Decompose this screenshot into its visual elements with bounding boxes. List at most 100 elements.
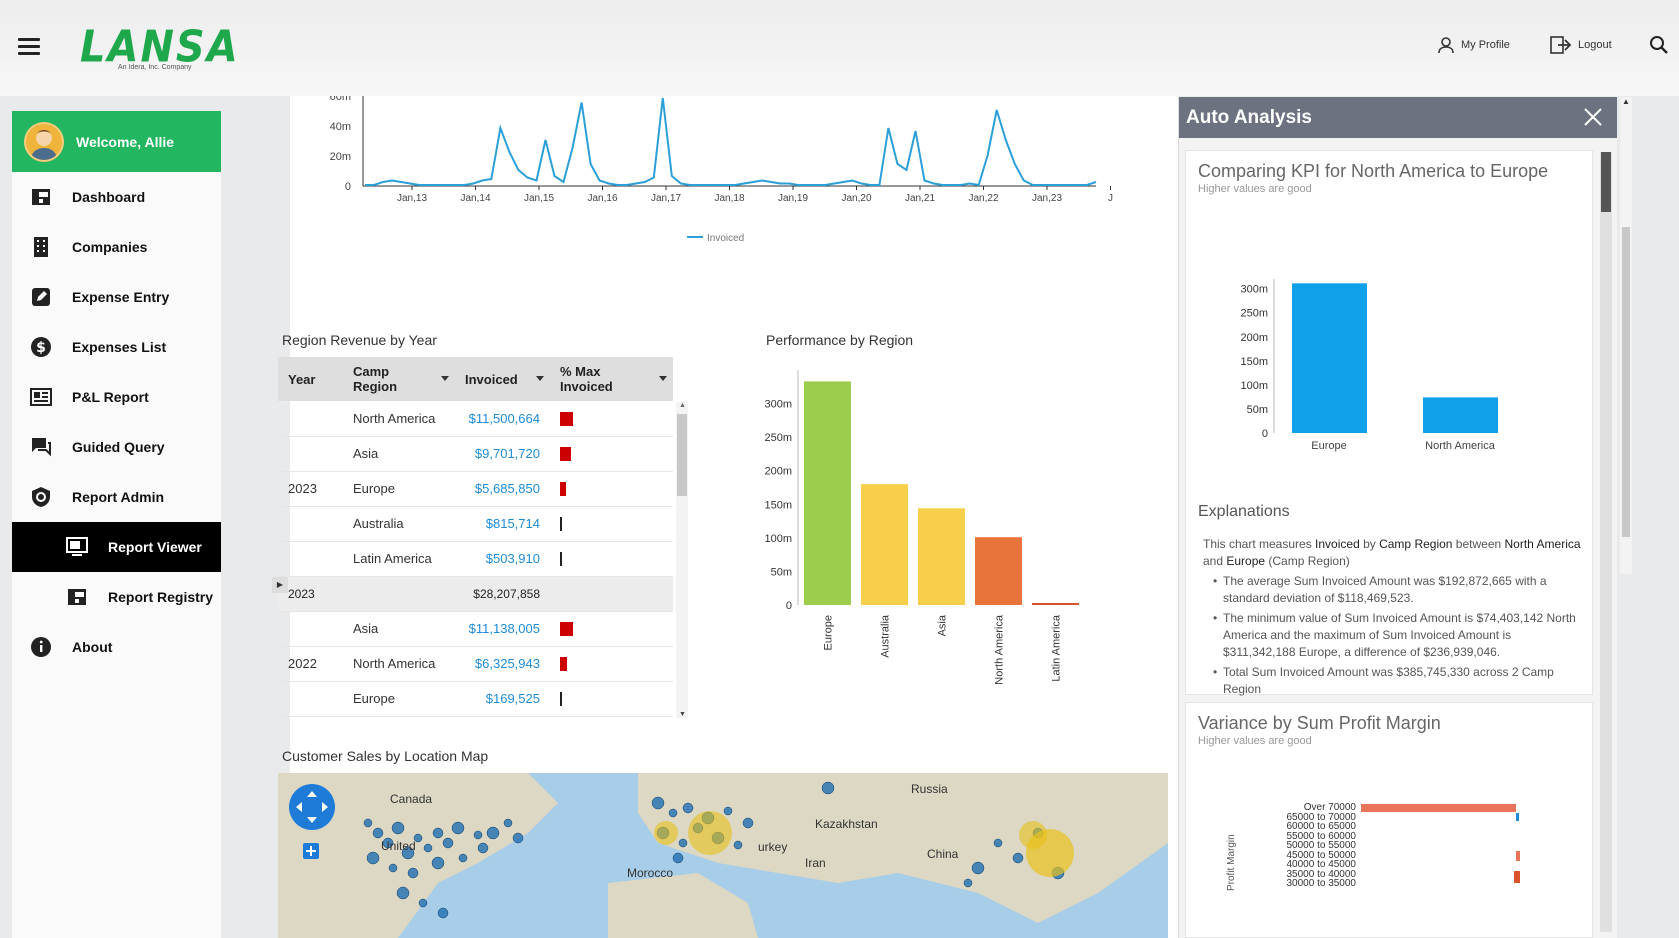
- sales-marker[interactable]: [503, 818, 513, 828]
- scroll-up-icon[interactable]: ▲: [679, 402, 686, 409]
- sales-marker[interactable]: [963, 878, 973, 888]
- sidebar-item-report-viewer[interactable]: Report Viewer: [12, 522, 221, 572]
- sidebar-item-companies[interactable]: Companies: [12, 222, 221, 272]
- scroll-down-icon[interactable]: ▼: [679, 711, 686, 718]
- outer-scrollbar[interactable]: ▲: [1620, 97, 1632, 574]
- col-year[interactable]: Year: [278, 357, 343, 401]
- sales-marker[interactable]: [458, 853, 468, 863]
- sales-marker[interactable]: [396, 886, 410, 900]
- map-place-label: Kazakhstan: [815, 817, 878, 831]
- search-icon[interactable]: [1649, 35, 1669, 55]
- table-scrollbar-thumb[interactable]: [677, 414, 687, 496]
- sales-marker[interactable]: [413, 833, 423, 843]
- sales-marker[interactable]: [654, 821, 678, 845]
- sales-marker[interactable]: [993, 838, 1003, 848]
- legend-label[interactable]: Invoiced: [707, 233, 744, 244]
- sales-marker[interactable]: [688, 811, 732, 855]
- expand-toggle[interactable]: ▶: [272, 577, 288, 593]
- sales-marker[interactable]: [431, 856, 445, 870]
- pan-control[interactable]: [289, 784, 335, 830]
- sidebar-item-guided-query[interactable]: Guided Query: [12, 422, 221, 472]
- panel-scrollbar[interactable]: [1600, 152, 1612, 932]
- bar-australia[interactable]: [861, 484, 908, 605]
- table-scrollbar[interactable]: ▲ ▼: [676, 402, 688, 718]
- table-row[interactable]: 2022 North America $6,325,943: [278, 646, 673, 682]
- sales-marker[interactable]: [733, 840, 743, 850]
- sales-marker[interactable]: [437, 907, 449, 919]
- sales-marker[interactable]: [971, 861, 985, 875]
- sales-marker[interactable]: [1012, 852, 1024, 864]
- sales-marker[interactable]: [473, 830, 483, 840]
- world-map[interactable]: Canada Russia Kazakhstan United urkey Iran Chi…: [278, 773, 1168, 938]
- cell-region: Australia: [343, 506, 455, 542]
- sales-marker[interactable]: [388, 863, 398, 873]
- sales-marker[interactable]: [432, 827, 444, 839]
- sales-marker[interactable]: [512, 832, 524, 844]
- bar-north-america[interactable]: [1423, 397, 1498, 433]
- logout-link[interactable]: Logout: [1550, 36, 1612, 54]
- sidebar-item-report-registry[interactable]: Report Registry: [12, 572, 221, 622]
- sales-marker[interactable]: [407, 867, 419, 879]
- bar-latin-america[interactable]: [1032, 602, 1079, 605]
- table-row[interactable]: Australia $815,714: [278, 506, 673, 542]
- sales-marker[interactable]: [678, 838, 688, 848]
- table-row[interactable]: North America $11,500,664: [278, 401, 673, 437]
- chevron-down-icon[interactable]: [659, 376, 667, 381]
- sales-marker[interactable]: [451, 821, 465, 835]
- sales-marker[interactable]: [486, 826, 500, 840]
- sidebar-item-about[interactable]: About: [12, 622, 221, 672]
- col-invoiced[interactable]: Invoiced: [455, 357, 550, 401]
- table-row[interactable]: Asia $9,701,720: [278, 436, 673, 472]
- customer-sales-map[interactable]: Canada Russia Kazakhstan United urkey Iran Chi…: [278, 773, 1168, 938]
- bar-europe[interactable]: [1292, 283, 1367, 433]
- bar-europe[interactable]: [804, 381, 851, 605]
- registry-icon: [66, 586, 88, 608]
- sales-marker[interactable]: [742, 817, 754, 829]
- sidebar-item-expenses-list[interactable]: $ Expenses List: [12, 322, 221, 372]
- scroll-up-icon[interactable]: ▲: [1622, 97, 1630, 106]
- sales-marker[interactable]: [651, 796, 665, 810]
- table-row[interactable]: Latin America $503,910: [278, 541, 673, 577]
- chevron-down-icon[interactable]: [441, 376, 449, 381]
- variance-ylabel: Profit Margin: [1226, 834, 1237, 891]
- sales-marker[interactable]: [1019, 821, 1047, 849]
- table-row[interactable]: Asia $11,138,005: [278, 611, 673, 647]
- sales-marker[interactable]: [423, 843, 433, 853]
- sales-marker[interactable]: [668, 808, 678, 818]
- sales-marker[interactable]: [442, 837, 454, 849]
- sales-marker[interactable]: [391, 821, 405, 835]
- sales-marker[interactable]: [382, 837, 394, 849]
- sales-marker[interactable]: [363, 818, 373, 828]
- x-tick-label: Asia: [937, 614, 949, 636]
- sidebar-item-report-admin[interactable]: Report Admin: [12, 472, 221, 522]
- sales-marker[interactable]: [723, 806, 733, 816]
- bar-asia[interactable]: [918, 508, 965, 605]
- my-profile-link[interactable]: My Profile: [1437, 36, 1510, 54]
- hamburger-menu-icon[interactable]: [18, 38, 40, 56]
- avatar[interactable]: [24, 121, 64, 162]
- sales-marker[interactable]: [477, 842, 489, 854]
- sales-marker[interactable]: [672, 852, 684, 864]
- col-pct-max[interactable]: % Max Invoiced: [550, 357, 673, 401]
- sales-marker[interactable]: [682, 802, 694, 814]
- table-row[interactable]: 2023 Europe $5,685,850: [278, 471, 673, 507]
- sidebar-item-p-l-report[interactable]: P&L Report: [12, 372, 221, 422]
- sales-marker[interactable]: [821, 781, 835, 795]
- sales-marker[interactable]: [372, 827, 384, 839]
- table-row[interactable]: Europe $169,525: [278, 681, 673, 717]
- map-place-label: Iran: [805, 856, 826, 870]
- table-total-row[interactable]: 2023 $28,207,858: [278, 576, 673, 612]
- table-total-row[interactable]: 2022 $17,633,473: [278, 716, 673, 717]
- sales-marker[interactable]: [366, 851, 380, 865]
- sidebar-item-dashboard[interactable]: Dashboard: [12, 172, 221, 222]
- sales-marker[interactable]: [401, 846, 415, 860]
- sidebar-item-expense-entry[interactable]: Expense Entry: [12, 272, 221, 322]
- chevron-down-icon[interactable]: [536, 376, 544, 381]
- panel-scrollbar-thumb[interactable]: [1601, 152, 1611, 212]
- y-tick-label: 150m: [764, 499, 792, 511]
- close-icon[interactable]: [1583, 107, 1603, 127]
- bar-north-america[interactable]: [975, 537, 1022, 605]
- col-camp-region[interactable]: Camp Region: [343, 357, 455, 401]
- outer-scrollbar-thumb[interactable]: [1622, 227, 1630, 537]
- sales-marker[interactable]: [418, 898, 428, 908]
